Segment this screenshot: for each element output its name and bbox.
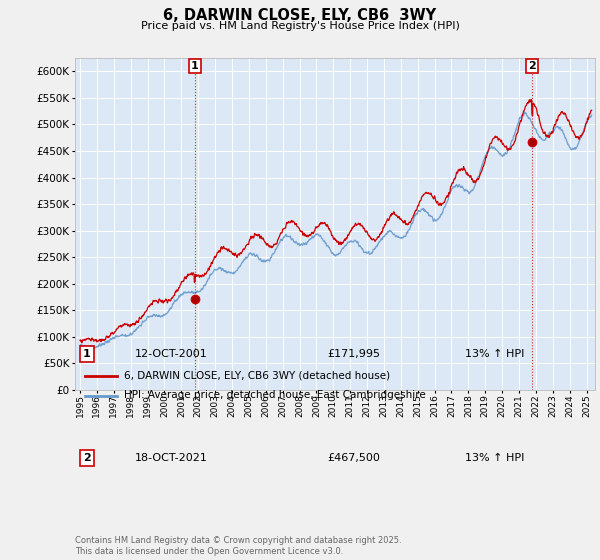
Text: 12-OCT-2001: 12-OCT-2001 bbox=[135, 349, 208, 359]
Text: 13% ↑ HPI: 13% ↑ HPI bbox=[465, 453, 524, 463]
Text: Price paid vs. HM Land Registry's House Price Index (HPI): Price paid vs. HM Land Registry's House … bbox=[140, 21, 460, 31]
Text: £171,995: £171,995 bbox=[327, 349, 380, 359]
Text: 2: 2 bbox=[83, 453, 91, 463]
Text: 1: 1 bbox=[191, 61, 199, 71]
Text: HPI: Average price, detached house, East Cambridgeshire: HPI: Average price, detached house, East… bbox=[124, 390, 426, 400]
Text: 6, DARWIN CLOSE, ELY, CB6 3WY (detached house): 6, DARWIN CLOSE, ELY, CB6 3WY (detached … bbox=[124, 371, 391, 381]
Text: 6, DARWIN CLOSE, ELY, CB6  3WY: 6, DARWIN CLOSE, ELY, CB6 3WY bbox=[163, 8, 437, 24]
Text: Contains HM Land Registry data © Crown copyright and database right 2025.
This d: Contains HM Land Registry data © Crown c… bbox=[75, 536, 401, 556]
Text: £467,500: £467,500 bbox=[327, 453, 380, 463]
Text: 13% ↑ HPI: 13% ↑ HPI bbox=[465, 349, 524, 359]
Text: 1: 1 bbox=[83, 349, 91, 359]
Text: 2: 2 bbox=[529, 61, 536, 71]
Text: 18-OCT-2021: 18-OCT-2021 bbox=[135, 453, 208, 463]
